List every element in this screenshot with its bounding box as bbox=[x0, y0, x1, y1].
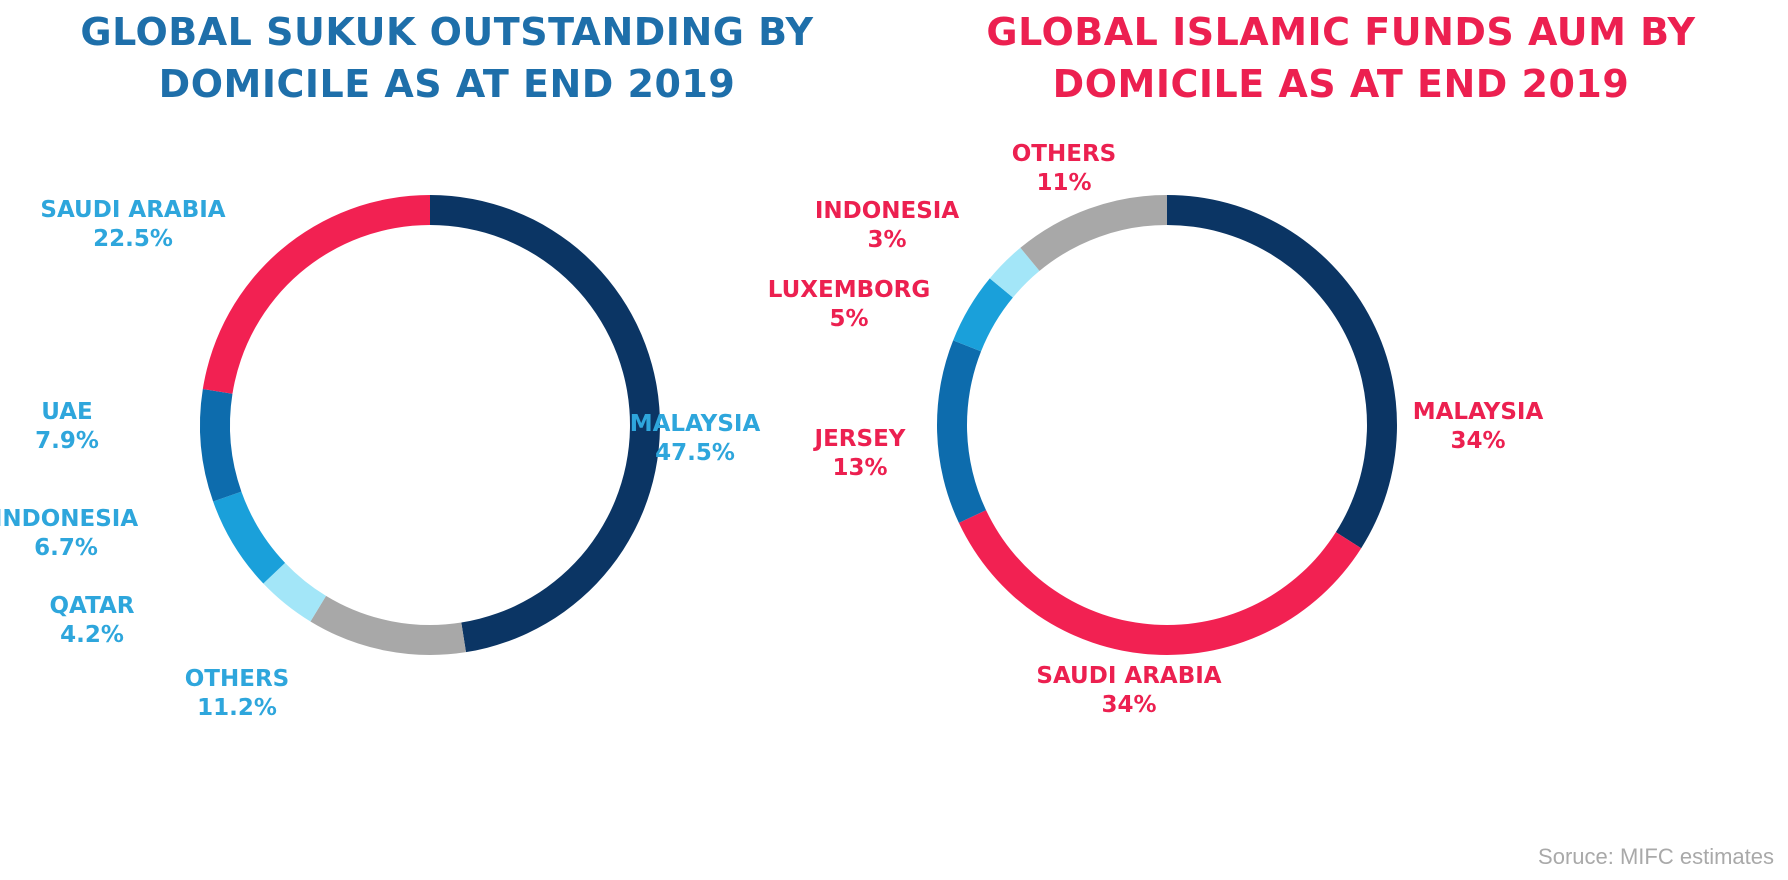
funds-title-line-1: GLOBAL ISLAMIC FUNDS AUM BY bbox=[986, 10, 1696, 54]
sukuk-label-value: 11.2% bbox=[197, 695, 277, 721]
sukuk-chart-panel: GLOBAL SUKUK OUTSTANDING BY DOMICILE AS … bbox=[0, 6, 894, 723]
funds-donut-chart bbox=[937, 195, 1397, 655]
sukuk-label-category: SAUDI ARABIA bbox=[40, 197, 226, 223]
funds-slice-saudi-arabia bbox=[958, 510, 1362, 655]
funds-label-category: JERSEY bbox=[814, 426, 906, 452]
sukuk-label-value: 4.2% bbox=[60, 622, 124, 648]
sukuk-label-value: 47.5% bbox=[655, 440, 735, 466]
sukuk-label-uae: UAE 7.9% bbox=[35, 398, 99, 456]
sukuk-label-indonesia: INDONESIA 6.7% bbox=[0, 505, 138, 563]
funds-label-value: 11% bbox=[1036, 170, 1092, 196]
sukuk-title-line-2: DOMICILE AS AT END 2019 bbox=[158, 62, 736, 106]
sukuk-label-value: 7.9% bbox=[35, 428, 99, 454]
sukuk-slice-malaysia bbox=[430, 195, 660, 653]
sukuk-label-value: 22.5% bbox=[93, 226, 173, 252]
sukuk-label-category: UAE bbox=[41, 399, 93, 425]
sukuk-label-category: INDONESIA bbox=[0, 506, 139, 532]
sukuk-label-category: MALAYSIA bbox=[629, 411, 761, 437]
sukuk-donut-chart bbox=[200, 195, 660, 655]
sukuk-label-value: 6.7% bbox=[34, 535, 98, 561]
funds-chart-title: GLOBAL ISLAMIC FUNDS AUM BY DOMICILE AS … bbox=[894, 6, 1788, 110]
funds-slice-jersey bbox=[937, 340, 987, 523]
funds-label-value: 3% bbox=[867, 227, 907, 253]
funds-label-saudi-arabia: SAUDI ARABIA 34% bbox=[1036, 662, 1221, 720]
sukuk-slice-indonesia bbox=[213, 491, 286, 584]
sukuk-label-malaysia: MALAYSIA 47.5% bbox=[630, 410, 761, 468]
funds-slice-malaysia bbox=[1167, 195, 1397, 549]
sukuk-slice-uae bbox=[200, 389, 242, 502]
funds-label-indonesia: INDONESIA 3% bbox=[815, 197, 959, 255]
source-note: Soruce: MIFC estimates bbox=[1538, 844, 1774, 869]
funds-label-category: MALAYSIA bbox=[1412, 399, 1544, 425]
funds-label-luxemborg: LUXEMBORG 5% bbox=[768, 276, 931, 334]
funds-chart-panel: GLOBAL ISLAMIC FUNDS AUM BY DOMICILE AS … bbox=[768, 0, 1788, 880]
sukuk-label-saudi-arabia: SAUDI ARABIA 22.5% bbox=[40, 196, 225, 254]
funds-label-jersey: JERSEY 13% bbox=[815, 425, 906, 483]
funds-label-malaysia: MALAYSIA 34% bbox=[1413, 398, 1544, 456]
sukuk-chart-title: GLOBAL SUKUK OUTSTANDING BY DOMICILE AS … bbox=[0, 6, 894, 110]
funds-label-value: 34% bbox=[1101, 692, 1157, 718]
funds-label-value: 13% bbox=[832, 455, 888, 481]
sukuk-label-category: QATAR bbox=[49, 593, 135, 619]
funds-label-value: 5% bbox=[829, 306, 869, 332]
sukuk-title-line-1: GLOBAL SUKUK OUTSTANDING BY bbox=[80, 10, 814, 54]
sukuk-label-others: OTHERS 11.2% bbox=[185, 665, 289, 723]
sukuk-label-qatar: QATAR 4.2% bbox=[50, 592, 135, 650]
sukuk-slice-others bbox=[310, 595, 466, 655]
funds-label-value: 34% bbox=[1450, 428, 1506, 454]
funds-slice-others bbox=[1020, 195, 1167, 271]
funds-slice-luxemborg bbox=[953, 278, 1013, 352]
funds-label-category: INDONESIA bbox=[814, 198, 960, 224]
sukuk-slice-saudi-arabia bbox=[202, 195, 430, 394]
funds-title-line-2: DOMICILE AS AT END 2019 bbox=[1052, 62, 1630, 106]
sukuk-slice-qatar bbox=[263, 562, 327, 622]
funds-label-category: SAUDI ARABIA bbox=[1036, 663, 1222, 689]
funds-slice-indonesia bbox=[989, 247, 1040, 298]
funds-label-category: OTHERS bbox=[1011, 141, 1117, 167]
sukuk-label-category: OTHERS bbox=[184, 666, 290, 692]
funds-label-category: LUXEMBORG bbox=[767, 277, 931, 303]
funds-label-others: OTHERS 11% bbox=[1012, 140, 1116, 198]
